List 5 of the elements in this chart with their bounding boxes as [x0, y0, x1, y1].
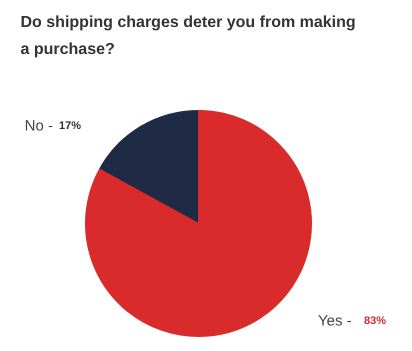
slice-label: No - [24, 118, 53, 135]
data-label: 83% [364, 314, 386, 327]
slice-label: Yes - [318, 312, 352, 330]
chart-title: Do shipping charges deter you from making a purchase? [20, 14, 356, 58]
data-label: 17% [58, 120, 82, 132]
